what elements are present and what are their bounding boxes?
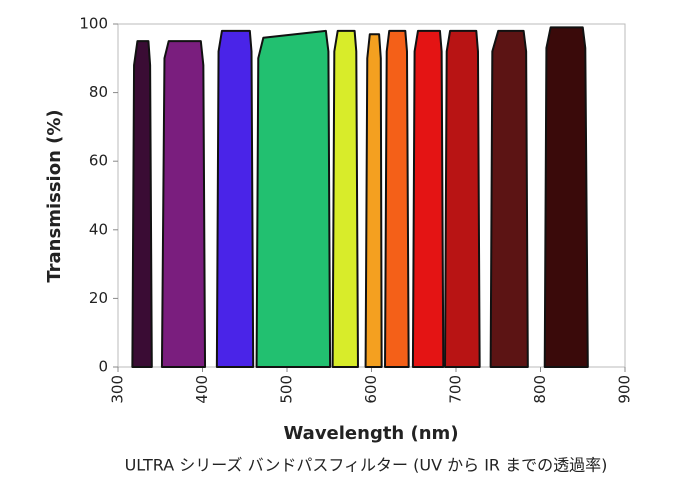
filter-band (489, 29, 529, 368)
y-tick-label: 60 (89, 152, 108, 170)
filter-band (543, 26, 589, 368)
x-axis-title: Wavelength (nm) (283, 423, 458, 444)
x-tick-label: 500 (278, 375, 296, 404)
filter-band (255, 29, 332, 368)
x-tick-label: 600 (362, 375, 380, 404)
y-axis-title: Transmission (%) (44, 109, 65, 282)
y-tick-label: 0 (98, 358, 108, 376)
x-tick-label: 800 (531, 375, 549, 404)
filter-band (160, 40, 207, 368)
y-tick-label: 80 (89, 83, 108, 101)
filter-band (444, 29, 481, 368)
y-tick-label: 20 (89, 289, 108, 307)
filter-band (384, 29, 410, 368)
chart-title: ULTRA シリーズ バンドパスフィルター (UV から IR までの透過率) (125, 456, 608, 475)
filter-band (331, 29, 359, 368)
filter-band (364, 33, 383, 368)
x-tick-label: 700 (447, 375, 465, 404)
x-tick-label: 300 (109, 375, 127, 404)
x-tick-label: 400 (193, 375, 211, 404)
y-tick-label: 40 (89, 220, 108, 238)
filter-band (215, 29, 255, 368)
y-tick-label: 100 (79, 15, 108, 33)
filter-band (411, 29, 445, 368)
filter-band (131, 40, 153, 368)
x-tick-label: 900 (616, 375, 634, 404)
